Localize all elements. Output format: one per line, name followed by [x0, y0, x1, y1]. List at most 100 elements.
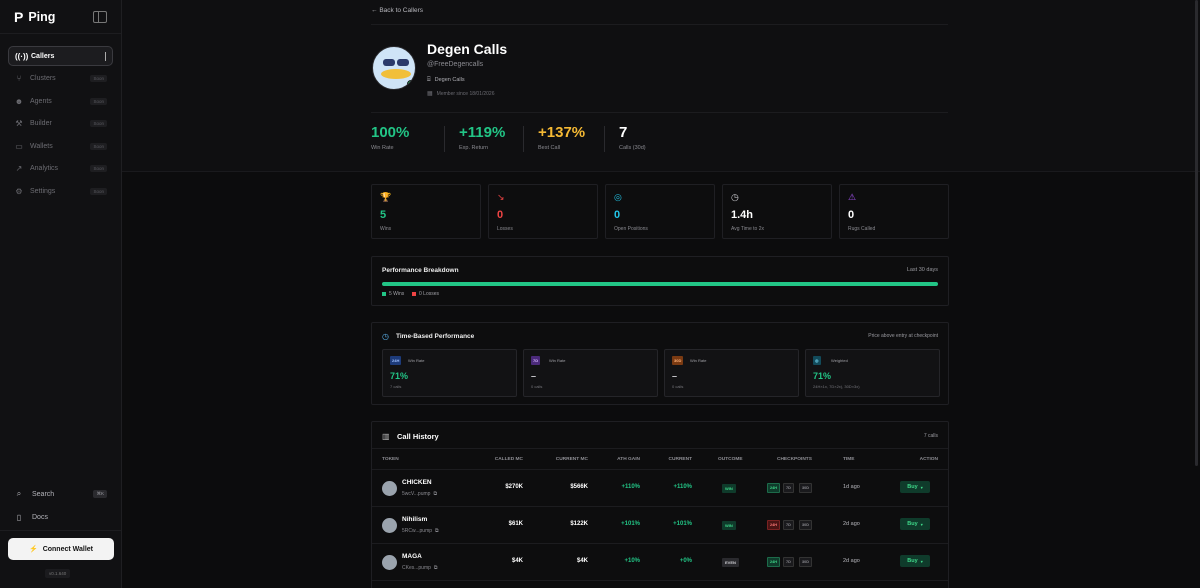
book-icon: ▯: [16, 512, 22, 522]
time-period-card: 30D Win Rate – 0 calls: [664, 349, 799, 397]
metric-card-rugs-called: ⚠ 0 Rugs Called: [839, 184, 949, 239]
table-row[interactable]: Nihilism 5RCw...pump ⧉ $61K $122K +101% +101% W…: [372, 507, 948, 544]
copy-icon[interactable]: ⧉: [435, 528, 439, 534]
metric-card-open-positions: ◎ 0 Open Positions: [605, 184, 715, 239]
stat-label: Calls (30d): [619, 145, 646, 151]
sidebar-item-agents[interactable]: ☻ Agents Soon: [8, 91, 113, 111]
time-based-note: Price above entry at checkpoint: [868, 333, 938, 339]
stat-divider: [444, 126, 445, 152]
sidebar-item-wallets[interactable]: ▭ Wallets Soon: [8, 136, 113, 156]
token-name[interactable]: CHICKEN: [402, 479, 432, 486]
sidebar-item-callers[interactable]: ((·)) Callers: [8, 46, 113, 66]
stat-divider: [523, 126, 524, 152]
search-button[interactable]: ⌕ Search ⌘K: [0, 484, 121, 504]
period-badge: 30D: [672, 356, 684, 365]
column-header-current-mc[interactable]: CURRENT MC: [555, 457, 588, 462]
called-mc: $4K: [511, 558, 523, 564]
column-header-current[interactable]: CURRENT: [668, 457, 692, 462]
caller-handle[interactable]: @FreeDegencalls: [427, 61, 484, 68]
copy-icon[interactable]: ⧉: [433, 565, 438, 571]
performance-range: Last 30 days: [906, 267, 938, 273]
outcome-badge: WIN: [722, 521, 736, 530]
sidebar-item-settings[interactable]: ⚙ Settings Soon: [8, 181, 113, 201]
scrollbar[interactable]: [1195, 0, 1198, 466]
plug-icon: ⚡: [28, 546, 38, 553]
period-label: Win Rate: [549, 358, 566, 363]
stat-value: +119%: [459, 124, 506, 141]
stat-label: Best Call: [538, 145, 561, 151]
clock-icon: ◷: [382, 332, 389, 341]
column-header-outcome[interactable]: OUTCOME: [718, 457, 743, 462]
current-mc: $4K: [576, 558, 588, 564]
outcome-badge: WIN: [722, 484, 736, 493]
bar-chart-icon: ▥: [382, 432, 390, 441]
chart-line-icon: ↗: [15, 164, 23, 173]
buy-button[interactable]: Buy ▾: [900, 481, 930, 493]
checkpoint-30d: 30D: [799, 483, 812, 493]
token-address: 5wcV...pump ⧉: [402, 491, 437, 497]
performance-title: Performance Breakdown: [382, 267, 459, 274]
column-header-ath-gain[interactable]: ATH GAIN: [617, 457, 640, 462]
sidebar-item-clusters[interactable]: ⑂ Clusters Soon: [8, 69, 113, 89]
metric-label: Open Positions: [614, 226, 648, 232]
connect-wallet-label: Connect Wallet: [42, 545, 94, 553]
column-header-called-mc[interactable]: CALLED MC: [494, 457, 523, 462]
table-row[interactable]: CHICKEN 5wcV...pump ⧉ $270K $566K +110% +110% W…: [372, 470, 948, 507]
period-label: Win Rate: [690, 358, 707, 363]
group-icon: ⌸: [427, 77, 431, 83]
metric-label: Rugs Called: [848, 226, 876, 232]
buy-label: Buy: [907, 521, 918, 527]
member-since: ▦ Member since 18/01/2026: [427, 91, 495, 97]
sidebar-item-label: Callers: [31, 52, 55, 60]
wins-legend: 5 Wins: [382, 291, 404, 297]
copy-icon[interactable]: ⧉: [433, 491, 438, 497]
stat-value: 100%: [371, 124, 410, 141]
call-time: 2d ago: [843, 558, 860, 564]
token-name[interactable]: Nihilism: [402, 516, 428, 523]
sidebar-item-label: Wallets: [30, 142, 53, 150]
period-value: –: [672, 371, 678, 381]
wins-swatch: [382, 291, 386, 296]
soon-badge: Soon: [90, 120, 107, 127]
arrow-left-icon: ←: [371, 7, 378, 14]
current-mc: $122K: [570, 521, 588, 527]
checkpoint-7d: 7D: [783, 520, 794, 530]
sidebar-item-label: Clusters: [30, 75, 56, 82]
ath-gain: +110%: [621, 484, 640, 490]
metric-value: 5: [380, 209, 387, 221]
settings-icon: ⚙: [15, 186, 23, 196]
losses-legend: 0 Losses: [412, 291, 439, 297]
caller-avatar: [372, 46, 416, 90]
outcome-badge: EVEN: [722, 558, 739, 567]
soon-badge: Soon: [90, 165, 107, 172]
connect-wallet-button[interactable]: ⚡ Connect Wallet: [8, 538, 114, 560]
search-label: Search: [32, 490, 55, 498]
buy-button[interactable]: Buy ▾: [900, 555, 930, 567]
token-address-text: CKes...pump: [402, 565, 431, 571]
docs-link[interactable]: ▯ Docs: [0, 507, 121, 527]
period-sub: 24H×1x, 7D×2x), 30D×3x): [813, 384, 860, 389]
column-header-action: ACTION: [919, 457, 938, 462]
buy-button[interactable]: Buy ▾: [900, 518, 930, 530]
column-header-time[interactable]: TIME: [843, 457, 855, 462]
sidebar-item-builder[interactable]: ⚒ Builder Soon: [8, 114, 113, 134]
radio-icon: ((·)): [15, 51, 29, 61]
soon-badge: Soon: [90, 187, 107, 195]
period-sub: 7 calls: [390, 384, 402, 389]
table-row[interactable]: MAGA CKes...pump ⧉ $4K $4K +10% +0% EVEN 24H 7D 30…: [372, 544, 948, 581]
column-header-token[interactable]: TOKEN: [382, 457, 399, 462]
text-cursor: [105, 51, 106, 61]
docs-label: Docs: [32, 513, 48, 521]
token-name[interactable]: MAGA: [402, 553, 422, 560]
calendar-icon: ▦: [427, 91, 433, 97]
column-header-checkpoints[interactable]: CHECKPOINTS: [777, 457, 812, 462]
period-value: 71%: [390, 371, 409, 381]
brand-bar: P Ping: [0, 0, 121, 34]
online-status-dot: [407, 80, 415, 88]
chevron-down-icon: ▾: [920, 558, 923, 564]
current-gain: +110%: [673, 484, 692, 490]
soon-badge: Soon: [90, 97, 107, 105]
collapse-sidebar-icon[interactable]: [93, 10, 107, 23]
sidebar-item-analytics[interactable]: ↗ Analytics Soon: [8, 159, 113, 179]
back-to-callers-link[interactable]: ← Back to Callers: [371, 7, 423, 14]
